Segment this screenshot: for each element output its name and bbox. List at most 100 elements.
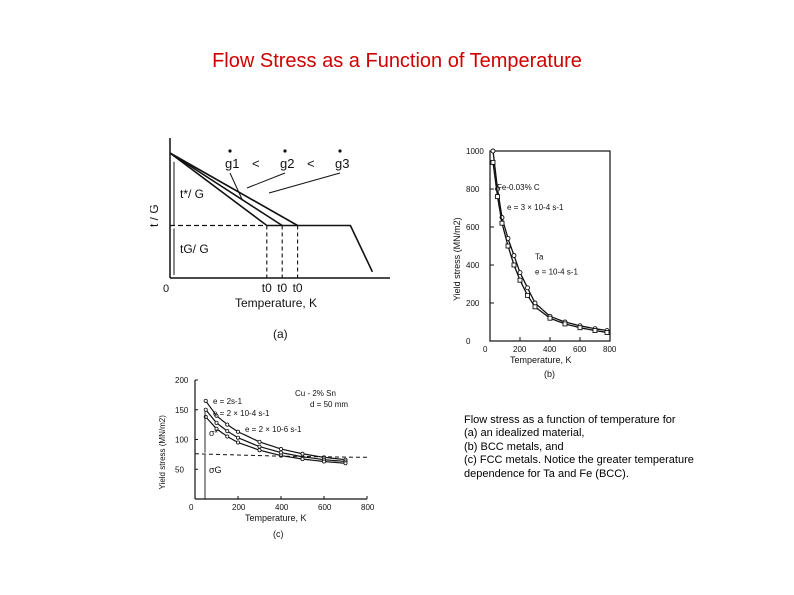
data-point	[343, 461, 348, 466]
annotation-sigma-star: σ*	[209, 428, 219, 438]
y-axis-label: Yield stress (MN/m2)	[158, 415, 167, 490]
data-point-fe	[517, 270, 523, 276]
data-point	[236, 440, 241, 445]
series-label-rate-1: e = 2s-1	[213, 397, 243, 406]
rate-operator: <	[307, 156, 315, 171]
t0-label: t0	[277, 281, 287, 295]
chart-b: 0 200 400 600 800 0 200 400 600 800 1000 Fe-0.03% C…	[452, 147, 617, 379]
legend-alloy: Cu - 2% Sn	[295, 389, 336, 398]
x-tick-label: 600	[318, 503, 332, 512]
y-axis-label: Yield stress (MN/m2)	[452, 217, 462, 301]
x-tick-label: 200	[513, 345, 527, 354]
x-axis-label: Temperature, K	[510, 355, 572, 365]
rate-label-g1: g1	[225, 156, 239, 171]
y-tick-label: 800	[466, 185, 480, 194]
x-axis-label: Temperature, K	[235, 296, 317, 310]
x-tick-label: 600	[573, 345, 587, 354]
t0-label: t0	[293, 281, 303, 295]
data-point	[203, 407, 208, 412]
data-point-fe	[490, 148, 496, 154]
data-point-ta	[604, 329, 610, 335]
rate-operator: <	[252, 156, 260, 171]
series-line-g3	[169, 152, 298, 227]
rate-dot	[338, 149, 342, 153]
caption-line: (c) FCC metals. Notice the greater tempe…	[464, 454, 694, 467]
x-tick-label: 400	[275, 503, 289, 512]
data-point	[236, 429, 241, 434]
series-label-fe: Fe-0.03% C	[497, 183, 540, 192]
y-tick-label: 150	[175, 406, 189, 415]
y-tick-label: 0	[466, 337, 471, 346]
slide-title: Flow Stress as a Function of Temperature	[212, 50, 582, 72]
data-point-fe	[511, 253, 517, 258]
y-tick-label: 200	[466, 299, 480, 308]
data-point-ta	[490, 159, 496, 165]
caption-line: dependence for Ta and Fe (BCC).	[464, 467, 629, 480]
data-point	[236, 435, 241, 440]
legend-grain-size: d = 50 mm	[310, 400, 348, 409]
y-tick-label: 1000	[466, 147, 484, 156]
y-axis-label: t / G	[150, 204, 161, 227]
annotation-tg: tG/ G	[180, 242, 209, 256]
y-tick-label: 600	[466, 223, 480, 232]
panel-label: (b)	[544, 369, 555, 379]
x-axis-label: Temperature, K	[245, 513, 307, 523]
x-tick-label: 0	[483, 345, 488, 354]
data-point-ta	[592, 328, 598, 334]
chart-a: t0 t0 t0 0 Temperature, K t / G (a) t*/ G tG/ G g…	[150, 138, 390, 341]
data-point	[321, 459, 326, 464]
figure-caption: Flow stress as a function of temperature…	[464, 414, 764, 481]
data-point-ta	[577, 325, 583, 331]
t0-label: t0	[262, 281, 272, 295]
rate-label-g3: g3	[335, 156, 349, 171]
data-point	[257, 444, 262, 449]
data-point	[214, 413, 219, 418]
series-label-ta: Ta	[535, 252, 544, 261]
series-line-g1	[169, 152, 374, 273]
data-point	[225, 429, 230, 434]
chart-c: 0 200 400 600 800 50 100 150 200 Cu - 2% Sn d = 50…	[158, 376, 375, 539]
data-point	[257, 448, 262, 453]
series-line-sigma-g	[194, 453, 367, 458]
series-line-g2	[169, 152, 283, 227]
data-point	[225, 422, 230, 427]
data-point-fe	[525, 285, 530, 291]
data-point-ta	[511, 262, 517, 268]
y-tick-label: 400	[466, 261, 480, 270]
y-tick-label: 100	[175, 436, 189, 445]
annotation-sigma-g: σG	[209, 465, 222, 475]
y-tick-label: 200	[175, 376, 189, 385]
data-point	[214, 426, 219, 431]
caption-line: (a) an idealized material,	[464, 427, 585, 440]
rate-label-g2: g2	[280, 156, 294, 171]
x-origin-label: 0	[163, 283, 169, 295]
data-point	[279, 447, 284, 452]
series-label-rate-2: e = 2 × 10-4 s-1	[213, 409, 270, 418]
data-point-ta	[505, 243, 511, 249]
series-line-fe	[492, 150, 608, 332]
series-label-rate-3: e = 2 × 10-6 s-1	[245, 425, 302, 434]
rate-dot	[228, 149, 232, 153]
data-point-ta	[499, 220, 505, 226]
rate-pointer	[268, 172, 341, 194]
rate-pointer	[229, 172, 244, 201]
data-point-ta	[562, 321, 568, 327]
caption-line: Flow stress as a function of temperature…	[464, 414, 676, 426]
panel-label: (a)	[273, 327, 288, 341]
annotation-tstar: t*/ G	[180, 187, 204, 201]
series-label-ta-rate: e = 10-4 s-1	[535, 268, 578, 277]
x-tick-label: 800	[361, 503, 375, 512]
data-point-ta	[525, 292, 530, 298]
rate-dot	[283, 149, 287, 153]
data-point-ta	[532, 304, 538, 310]
x-tick-label: 400	[543, 345, 557, 354]
data-point-ta	[517, 277, 523, 283]
x-tick-label: 800	[603, 345, 617, 354]
x-tick-label: 200	[232, 503, 246, 512]
data-point	[214, 420, 219, 425]
series-label-fe-rate: e = 3 × 10-4 s-1	[507, 203, 564, 212]
data-point	[225, 434, 230, 439]
rate-pointer	[246, 172, 286, 189]
data-point	[203, 398, 208, 403]
y-tick-label: 50	[175, 465, 184, 474]
